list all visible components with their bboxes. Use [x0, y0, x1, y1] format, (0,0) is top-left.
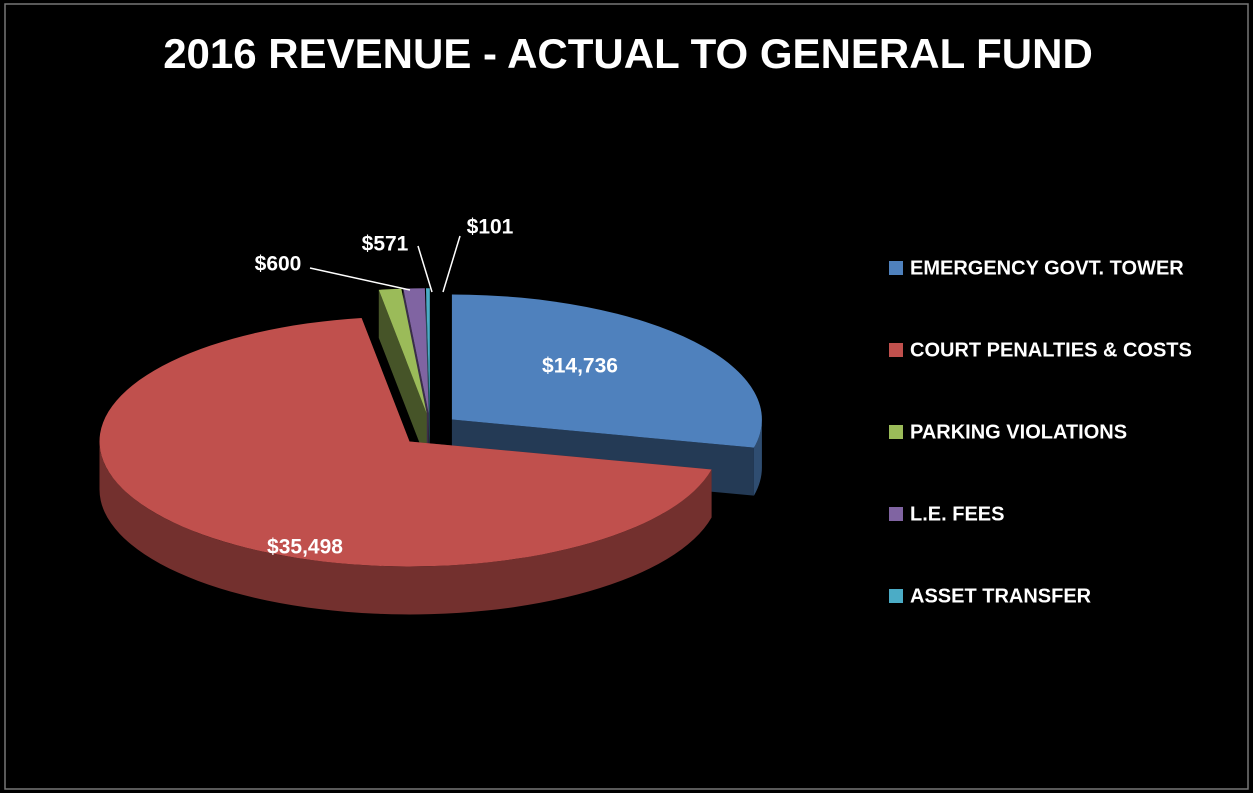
leader-line	[442, 235, 461, 293]
frame	[4, 3, 1249, 790]
pie	[99, 288, 762, 615]
slice-wall	[99, 441, 712, 615]
leader-line	[309, 267, 411, 291]
data-label: $101	[467, 216, 514, 239]
leader-line	[417, 245, 433, 293]
slice	[378, 288, 427, 462]
data-labels: $14,736 $35,498 $600 $571 $101	[255, 216, 618, 559]
data-label: $600	[255, 253, 302, 276]
slice	[403, 288, 429, 414]
data-label: $35,498	[267, 536, 343, 559]
slice-wall	[753, 419, 762, 496]
legend-label: COURT PENALTIES & COSTS	[910, 339, 1192, 361]
slice	[426, 288, 430, 414]
legend: EMERGENCY GOVT. TOWER COURT PENALTIES & C…	[889, 257, 1192, 607]
slice	[451, 294, 762, 448]
legend-marker	[889, 261, 903, 275]
slice	[378, 288, 427, 414]
slice	[99, 317, 712, 615]
data-label: $571	[362, 233, 409, 256]
slice	[426, 288, 430, 462]
legend-label: ASSET TRANSFER	[910, 585, 1092, 607]
legend-marker	[889, 343, 903, 357]
data-label: $14,736	[542, 355, 618, 378]
legend-marker	[889, 507, 903, 521]
legend-marker	[889, 589, 903, 603]
legend-marker	[889, 425, 903, 439]
chart-title: 2016 REVENUE - ACTUAL TO GENERAL FUND	[163, 30, 1093, 77]
legend-label: L.E. FEES	[910, 503, 1004, 525]
slice-side	[426, 288, 430, 462]
slice	[99, 317, 712, 567]
legend-label: EMERGENCY GOVT. TOWER	[910, 257, 1184, 279]
slice-side	[378, 289, 427, 462]
legend-label: PARKING VIOLATIONS	[910, 421, 1127, 443]
